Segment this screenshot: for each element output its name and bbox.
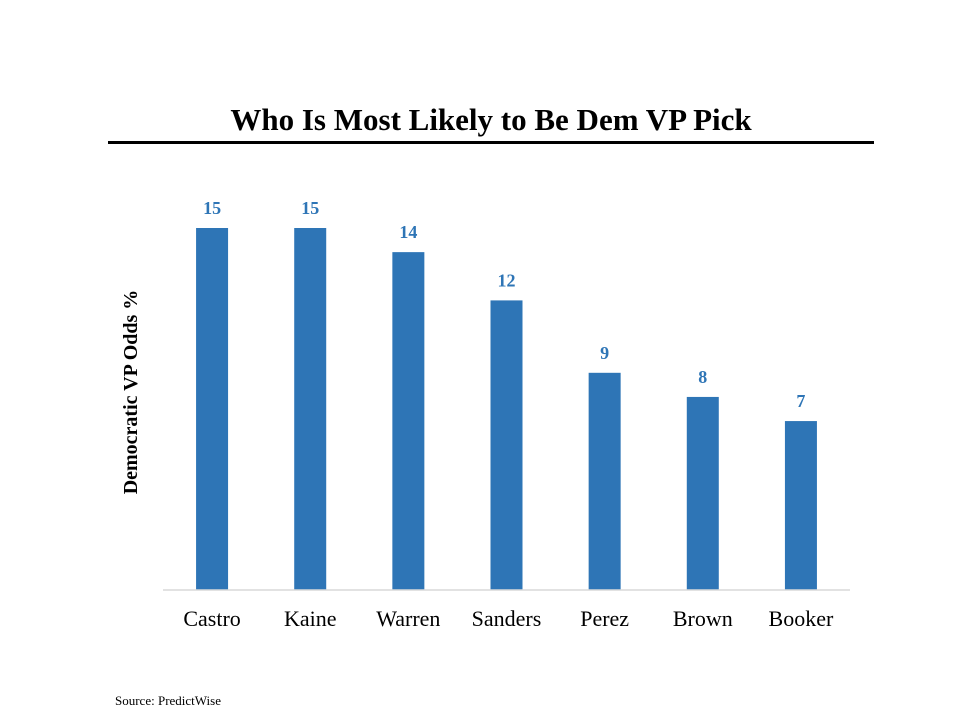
data-label-warren: 14 xyxy=(399,222,417,242)
bar-perez xyxy=(588,372,621,590)
x-tick-label-kaine: Kaine xyxy=(284,606,337,631)
x-tick-label-perez: Perez xyxy=(580,606,629,631)
labels-layer: 15 Castro 15 Kaine 14 Warren 12 Sanders 9 Perez 8 B… xyxy=(183,198,834,631)
bar-booker xyxy=(784,421,817,590)
x-tick-label-castro: Castro xyxy=(183,606,240,631)
x-tick-label-brown: Brown xyxy=(673,606,733,631)
data-label-booker: 7 xyxy=(796,391,805,411)
data-label-kaine: 15 xyxy=(301,198,319,218)
bar-castro xyxy=(196,228,229,590)
chart-title: Who Is Most Likely to Be Dem VP Pick xyxy=(230,102,752,137)
bar-kaine xyxy=(294,228,327,590)
title-underline xyxy=(108,141,874,144)
y-axis-label: Democratic VP Odds % xyxy=(120,290,142,495)
x-tick-label-warren: Warren xyxy=(376,606,440,631)
x-tick-label-sanders: Sanders xyxy=(472,606,542,631)
x-tick-label-booker: Booker xyxy=(769,606,834,631)
data-label-brown: 8 xyxy=(698,367,707,387)
bar-sanders xyxy=(490,300,523,590)
source-note: Source: PredictWise xyxy=(115,693,221,708)
data-label-castro: 15 xyxy=(203,198,221,218)
data-label-sanders: 12 xyxy=(498,270,516,290)
bar-warren xyxy=(392,252,425,590)
data-label-perez: 9 xyxy=(600,343,609,363)
bar-brown xyxy=(686,396,719,590)
bars-layer xyxy=(196,228,817,590)
